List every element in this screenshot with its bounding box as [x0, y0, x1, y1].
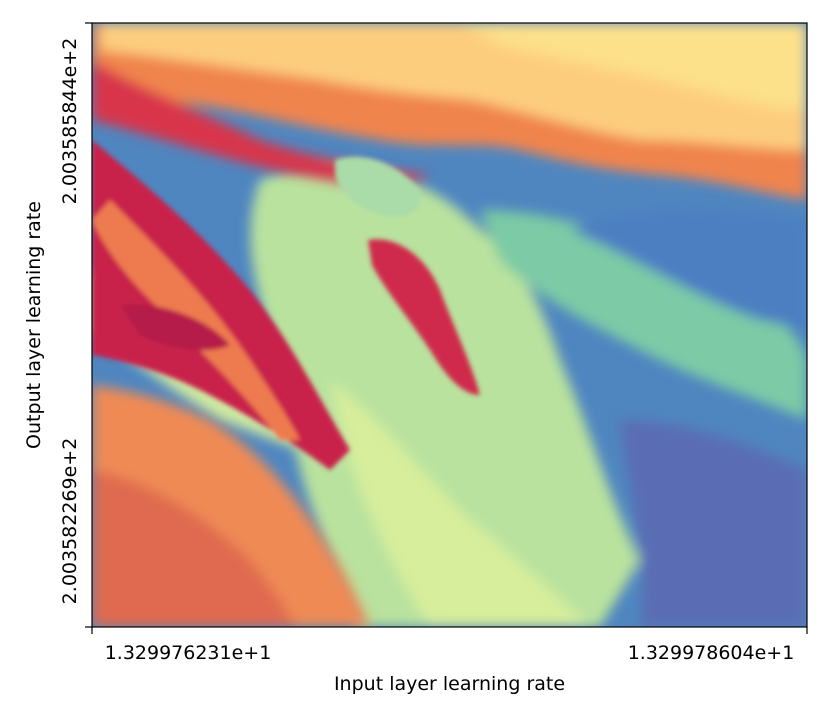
y-axis-label: Output layer learning rate	[23, 201, 45, 449]
heatmap-region-left-red	[92, 140, 350, 470]
heatmap-region-teal	[480, 210, 807, 420]
heatmap-region-center-red	[368, 239, 480, 395]
tick-marks	[85, 22, 808, 634]
x-tick-label: 1.329978604e+1	[628, 642, 795, 664]
y-tick-label: 2.003585844e+2	[59, 38, 81, 205]
x-tick-label: 1.329976231e+1	[105, 642, 272, 664]
heatmap-region-center-eye	[335, 156, 421, 217]
heatmap-region-bottom-left-deep	[92, 470, 295, 627]
heatmap-region-left-eye	[120, 304, 230, 351]
y-tick-label: 2.003582269e+2	[59, 438, 81, 605]
heatmap-region-green	[250, 165, 640, 627]
plot-frame	[91, 22, 808, 628]
heatmap-region-top-pale	[460, 23, 807, 110]
x-axis-label: Input layer learning rate	[334, 673, 565, 695]
heatmap-region-indigo	[620, 420, 807, 627]
tick-labels: 1.329976231e+1 1.329978604e+1 2.003582269e…	[59, 38, 794, 664]
heatmap-field	[92, 23, 807, 627]
heatmap-region-blue-right	[570, 210, 807, 330]
heatmap-region-green-lower	[330, 380, 590, 627]
